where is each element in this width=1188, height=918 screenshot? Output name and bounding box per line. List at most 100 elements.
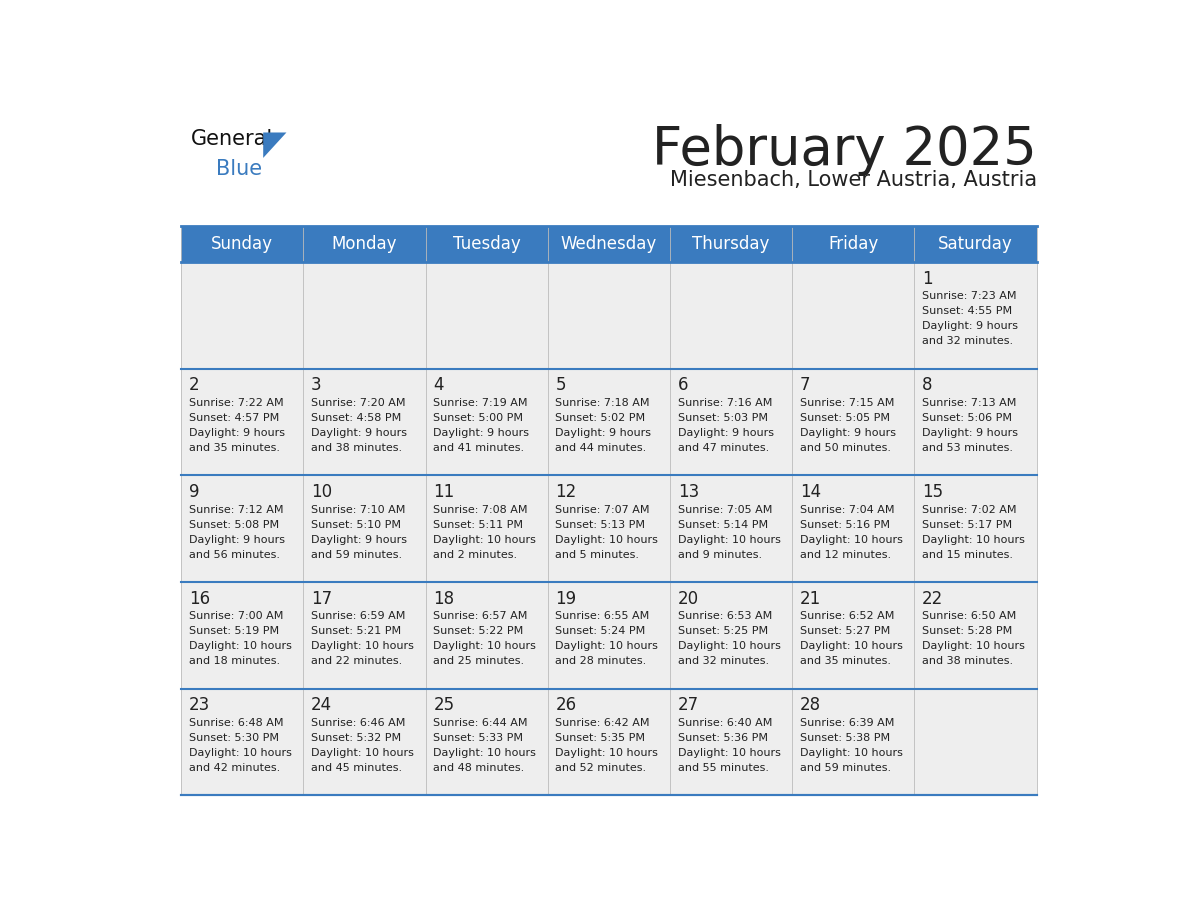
Text: Daylight: 10 hours: Daylight: 10 hours [800,534,903,544]
Text: Sunrise: 6:55 AM: Sunrise: 6:55 AM [556,611,650,621]
Text: Sunrise: 7:16 AM: Sunrise: 7:16 AM [677,397,772,408]
Text: and 15 minutes.: and 15 minutes. [922,550,1013,560]
Bar [303,476,425,582]
Bar [181,368,303,476]
Text: Sunday: Sunday [211,235,273,252]
Text: and 52 minutes.: and 52 minutes. [556,763,646,773]
Text: Sunrise: 7:19 AM: Sunrise: 7:19 AM [434,397,527,408]
Bar [915,476,1037,582]
Text: 12: 12 [556,483,576,501]
Text: Sunrise: 6:46 AM: Sunrise: 6:46 AM [311,718,405,728]
Bar [792,688,915,796]
Text: Sunset: 5:36 PM: Sunset: 5:36 PM [677,733,767,743]
Bar [425,688,548,796]
Text: and 41 minutes.: and 41 minutes. [434,442,524,453]
Text: 8: 8 [922,376,933,394]
Bar [425,368,548,476]
Text: and 59 minutes.: and 59 minutes. [800,763,891,773]
Text: Sunset: 5:38 PM: Sunset: 5:38 PM [800,733,890,743]
Text: and 22 minutes.: and 22 minutes. [311,656,403,666]
Text: 28: 28 [800,697,821,714]
Text: Sunset: 5:16 PM: Sunset: 5:16 PM [800,520,890,530]
Text: Daylight: 10 hours: Daylight: 10 hours [556,748,658,758]
Text: and 35 minutes.: and 35 minutes. [800,656,891,666]
Bar [670,262,792,368]
Text: and 32 minutes.: and 32 minutes. [922,336,1013,346]
Text: 2: 2 [189,376,200,394]
Text: 13: 13 [677,483,699,501]
Text: 11: 11 [434,483,455,501]
Bar [548,688,670,796]
Text: Daylight: 10 hours: Daylight: 10 hours [677,748,781,758]
Text: Sunset: 5:10 PM: Sunset: 5:10 PM [311,520,402,530]
Text: Daylight: 9 hours: Daylight: 9 hours [189,428,285,438]
Text: Thursday: Thursday [693,235,770,252]
Bar [181,476,303,582]
Bar [670,476,792,582]
Text: Sunrise: 6:42 AM: Sunrise: 6:42 AM [556,718,650,728]
Text: Blue: Blue [216,159,263,179]
Text: Sunrise: 7:05 AM: Sunrise: 7:05 AM [677,505,772,515]
Text: and 5 minutes.: and 5 minutes. [556,550,639,560]
Text: Sunrise: 6:59 AM: Sunrise: 6:59 AM [311,611,405,621]
Text: Daylight: 10 hours: Daylight: 10 hours [189,748,292,758]
Text: and 12 minutes.: and 12 minutes. [800,550,891,560]
Bar [670,688,792,796]
Text: Daylight: 9 hours: Daylight: 9 hours [434,428,530,438]
Text: Sunset: 4:55 PM: Sunset: 4:55 PM [922,306,1012,316]
Text: Sunrise: 7:08 AM: Sunrise: 7:08 AM [434,505,527,515]
Text: Sunrise: 6:44 AM: Sunrise: 6:44 AM [434,718,527,728]
Bar [303,688,425,796]
Text: Monday: Monday [331,235,397,252]
Text: Daylight: 9 hours: Daylight: 9 hours [189,534,285,544]
Text: and 18 minutes.: and 18 minutes. [189,656,280,666]
Text: Sunrise: 7:04 AM: Sunrise: 7:04 AM [800,505,895,515]
Text: Daylight: 10 hours: Daylight: 10 hours [922,642,1025,651]
Text: and 2 minutes.: and 2 minutes. [434,550,518,560]
Text: Saturday: Saturday [939,235,1013,252]
Text: Sunset: 5:35 PM: Sunset: 5:35 PM [556,733,645,743]
Bar [548,582,670,688]
Text: Daylight: 10 hours: Daylight: 10 hours [556,534,658,544]
Text: Daylight: 10 hours: Daylight: 10 hours [434,642,536,651]
Text: Daylight: 10 hours: Daylight: 10 hours [677,642,781,651]
Text: Daylight: 9 hours: Daylight: 9 hours [311,534,407,544]
Text: 20: 20 [677,589,699,608]
Text: 22: 22 [922,589,943,608]
Bar [915,688,1037,796]
Text: Sunrise: 7:02 AM: Sunrise: 7:02 AM [922,505,1017,515]
Text: General: General [191,129,273,150]
Text: Miesenbach, Lower Austria, Austria: Miesenbach, Lower Austria, Austria [670,170,1037,190]
Text: Sunset: 5:05 PM: Sunset: 5:05 PM [800,413,890,423]
Text: 24: 24 [311,697,333,714]
Text: Sunrise: 7:00 AM: Sunrise: 7:00 AM [189,611,283,621]
Bar [425,582,548,688]
Text: and 38 minutes.: and 38 minutes. [922,656,1013,666]
Text: Sunset: 5:30 PM: Sunset: 5:30 PM [189,733,279,743]
Text: and 53 minutes.: and 53 minutes. [922,442,1013,453]
Text: Daylight: 9 hours: Daylight: 9 hours [922,428,1018,438]
Bar [548,476,670,582]
Text: Sunrise: 7:12 AM: Sunrise: 7:12 AM [189,505,283,515]
Bar [425,476,548,582]
Text: Sunrise: 6:40 AM: Sunrise: 6:40 AM [677,718,772,728]
Polygon shape [264,132,286,158]
Text: and 42 minutes.: and 42 minutes. [189,763,280,773]
Text: Daylight: 10 hours: Daylight: 10 hours [800,642,903,651]
Text: Sunrise: 6:52 AM: Sunrise: 6:52 AM [800,611,895,621]
Bar [915,262,1037,368]
Bar [792,476,915,582]
Text: Friday: Friday [828,235,878,252]
Text: Sunset: 5:28 PM: Sunset: 5:28 PM [922,626,1012,636]
Text: Daylight: 10 hours: Daylight: 10 hours [434,534,536,544]
Text: Daylight: 10 hours: Daylight: 10 hours [922,534,1025,544]
Text: Daylight: 10 hours: Daylight: 10 hours [434,748,536,758]
Text: Sunset: 4:58 PM: Sunset: 4:58 PM [311,413,402,423]
Text: Sunset: 5:03 PM: Sunset: 5:03 PM [677,413,767,423]
Text: Sunset: 5:21 PM: Sunset: 5:21 PM [311,626,402,636]
Text: Sunset: 5:02 PM: Sunset: 5:02 PM [556,413,645,423]
Text: and 44 minutes.: and 44 minutes. [556,442,646,453]
Text: Sunrise: 7:18 AM: Sunrise: 7:18 AM [556,397,650,408]
Text: Daylight: 9 hours: Daylight: 9 hours [800,428,896,438]
Bar [181,688,303,796]
